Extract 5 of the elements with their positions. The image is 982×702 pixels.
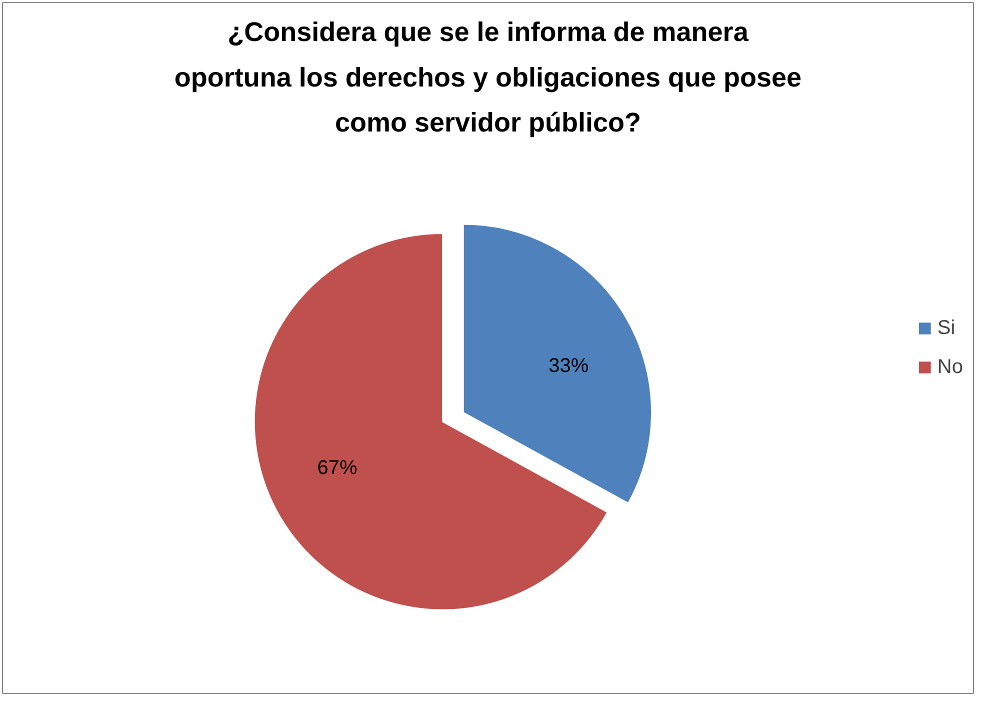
data-label: 67% [317,457,358,480]
legend-label: No [937,356,963,378]
data-label: 33% [548,354,589,377]
legend-label: Si [937,316,956,340]
chart-title: ¿Considera que se le informa de manera oportuna los derechos y obligaciones que posee como servidor público? [174,16,802,138]
